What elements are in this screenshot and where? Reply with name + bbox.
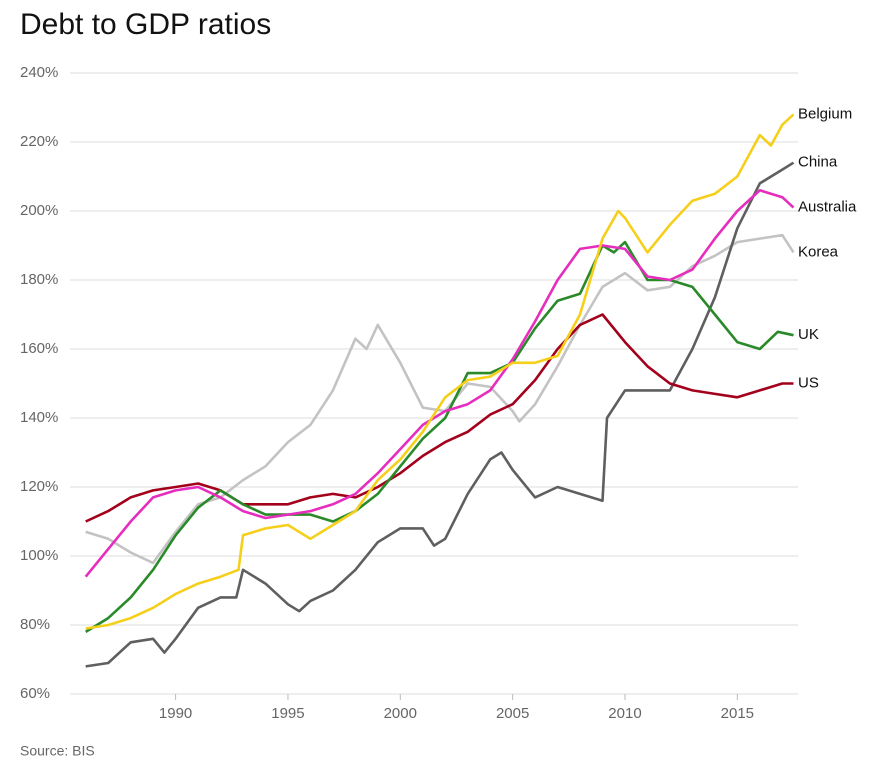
y-tick-label: 240% [20, 64, 58, 81]
x-tick-label: 2005 [496, 705, 529, 722]
x-tick-label: 2015 [721, 705, 754, 722]
series-label: US [798, 374, 819, 391]
y-tick-label: 100% [20, 547, 58, 564]
series-label: Australia [798, 199, 857, 216]
series-line [85, 161, 795, 668]
series-line [85, 113, 795, 630]
x-tick-label: 1990 [159, 705, 192, 722]
x-tick-label: 2000 [384, 705, 417, 722]
y-tick-label: 180% [20, 271, 58, 288]
y-tick-label: 220% [20, 133, 58, 150]
series-label: Belgium [798, 105, 852, 122]
y-tick-label: 60% [20, 685, 50, 702]
series-label: China [798, 154, 838, 171]
series-label: Korea [798, 243, 839, 260]
series-line [85, 240, 794, 634]
series-label: UK [798, 326, 819, 343]
y-tick-label: 120% [20, 478, 58, 495]
x-tick-label: 1995 [271, 705, 304, 722]
y-tick-label: 200% [20, 202, 58, 219]
y-tick-label: 80% [20, 616, 50, 633]
chart-title: Debt to GDP ratios [20, 8, 271, 41]
series-line [85, 313, 794, 523]
x-tick-label: 2010 [608, 705, 641, 722]
source: Source: BIS [20, 743, 95, 759]
y-tick-label: 140% [20, 409, 58, 426]
series-line [84, 189, 795, 578]
y-tick-label: 160% [20, 340, 58, 357]
